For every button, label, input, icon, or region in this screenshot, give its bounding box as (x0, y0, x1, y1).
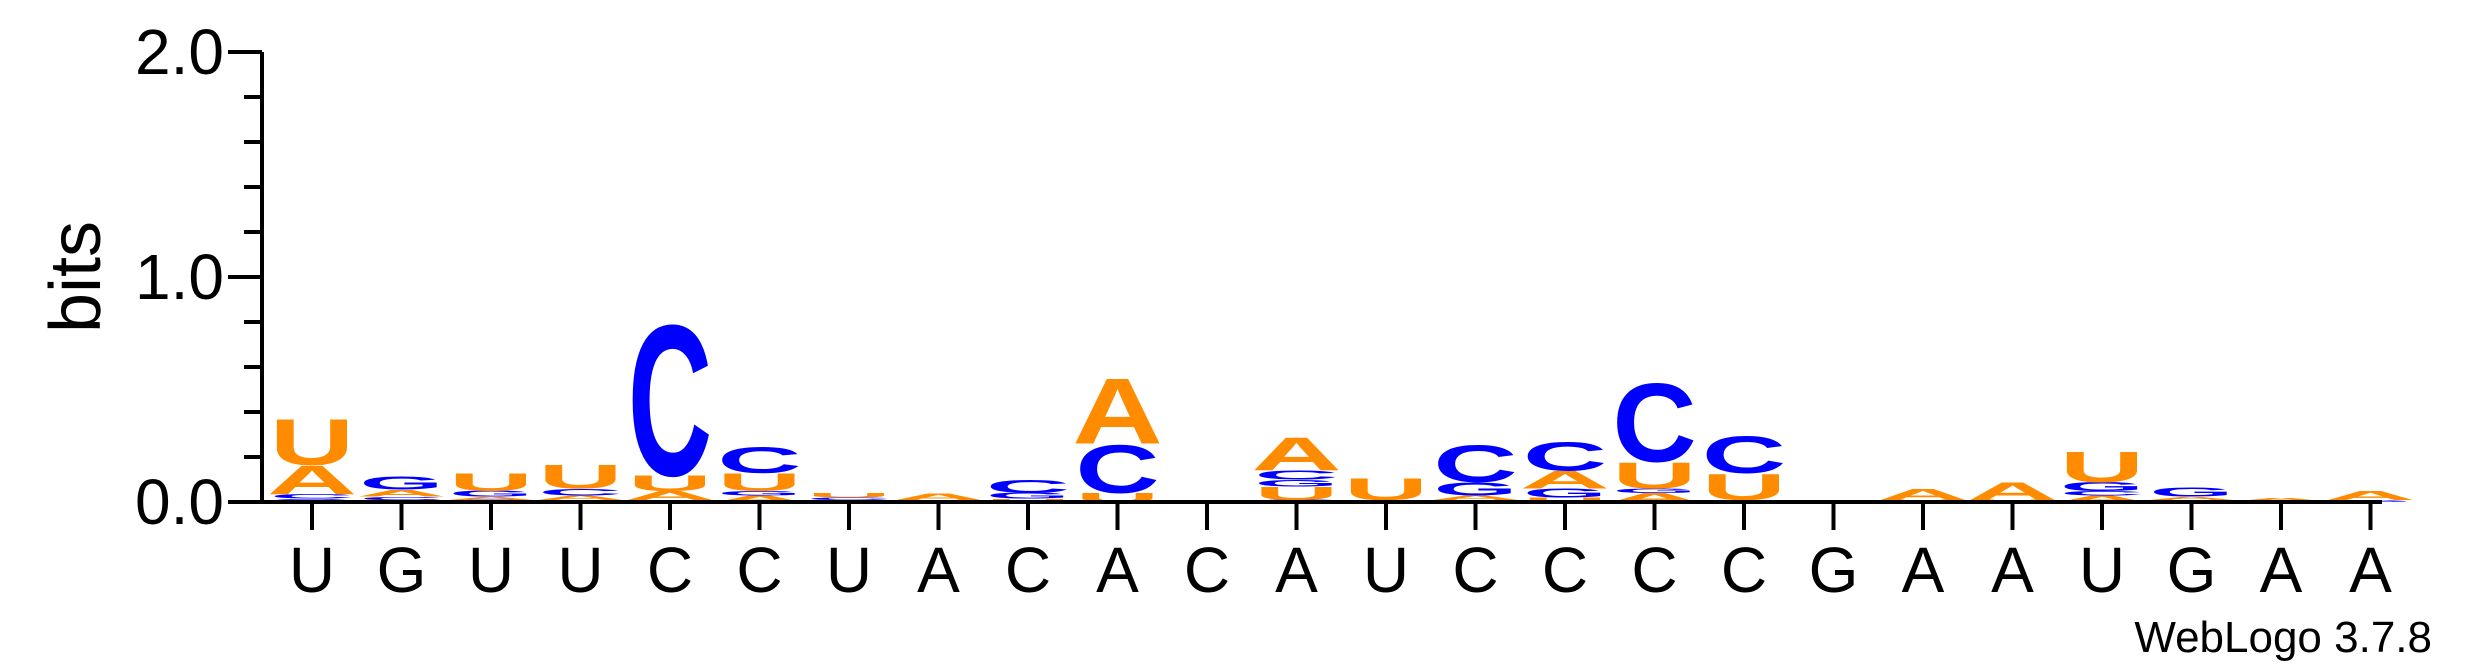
sequence-label: C (1542, 534, 1588, 606)
logo-glyph-c: C (1075, 431, 1159, 508)
sequence-label: A (1991, 534, 2034, 606)
logo-glyph-g: G (2060, 480, 2144, 494)
logo-glyph-c: C (986, 476, 1070, 497)
logo-glyph-u: U (449, 468, 533, 496)
logo-glyph-a: A (2146, 496, 2237, 501)
y-tick-label: 0.0 (135, 466, 224, 538)
sequence-label: U (826, 534, 872, 606)
sequence-label: G (2167, 534, 2217, 606)
logo-glyph-g: G (718, 490, 802, 497)
sequence-label: A (1096, 534, 1139, 606)
logo-glyph-c: C (2060, 490, 2144, 497)
logo-glyph-a: A (2236, 497, 2327, 502)
logo-glyph-c: C (1254, 468, 1338, 482)
logo-glyph-g: G (1523, 486, 1607, 500)
y-tick-label: 2.0 (135, 16, 224, 88)
sequence-label: A (917, 534, 960, 606)
logo-glyph-c: C (1433, 434, 1517, 493)
logo-glyph-a: A (2325, 488, 2416, 502)
sequence-label: C (647, 534, 693, 606)
logo-glyph-g: G (1255, 478, 1339, 488)
logo-glyph-u: U (538, 458, 622, 496)
logo-glyph-c: C (1702, 425, 1786, 484)
logo-glyph-u: U (628, 471, 712, 495)
y-axis-ticks: 0.0 1.0 2.0 (135, 16, 262, 538)
sequence-label: C (736, 534, 782, 606)
weblogo-credit: WebLogo 3.7.8 (2134, 613, 2432, 662)
sequence-label: C (1452, 534, 1498, 606)
logo-glyph-u: U (1254, 483, 1338, 504)
logo-glyph-c: C (628, 280, 712, 521)
logo-glyph-c: C (359, 496, 443, 501)
logo-glyph-a: A (1251, 428, 1342, 480)
logo-glyph-a: A (2057, 494, 2148, 504)
sequence-label: U (1363, 534, 1409, 606)
logo-glyph-c: C (717, 439, 801, 481)
logo-glyph-a: A (535, 494, 626, 501)
y-axis-label: bits (36, 221, 116, 333)
sequence-label: A (1275, 534, 1318, 606)
logo-glyph-g: G (360, 473, 444, 494)
logo-glyph-a: A (893, 491, 984, 501)
sequence-label: C (1721, 534, 1767, 606)
sequence-label: C (1631, 534, 1677, 606)
logo-glyph-u: U (1612, 455, 1696, 497)
logo-glyph-u: U (1523, 496, 1607, 503)
logo-glyph-c: C (1612, 360, 1696, 486)
logo-glyph-c: C (1523, 434, 1607, 480)
sequence-label: U (468, 534, 514, 606)
logo-glyph-g: G (2150, 485, 2234, 499)
logo-glyph-g: G (986, 492, 1070, 501)
y-tick-label: 1.0 (135, 241, 224, 313)
sequence-label: A (2260, 534, 2303, 606)
sequence-label: G (377, 534, 427, 606)
logo-glyph-a: A (625, 488, 716, 502)
logo-glyph-g: G (449, 489, 533, 498)
logo-glyph-u: U (717, 468, 801, 496)
logo-glyph-u: U (270, 406, 354, 479)
logo-glyph-a: A (1520, 466, 1611, 494)
logo-glyph-a: A (714, 494, 805, 504)
logo-glyph-g: G (1613, 487, 1697, 494)
logo-glyph-a: A (267, 458, 358, 503)
logo-glyph-c: C (807, 497, 891, 500)
sequence-label: U (2079, 534, 2125, 606)
sequence-label: A (1902, 534, 1945, 606)
logo-glyph-a: A (446, 496, 537, 501)
logo-glyph-u: U (2060, 442, 2144, 491)
logo-glyph-a: A (1430, 494, 1521, 501)
sequence-label: C (1005, 534, 1051, 606)
sequence-label: U (289, 534, 335, 606)
sequence-label: A (2349, 534, 2392, 606)
sequence-label: U (557, 534, 603, 606)
logo-glyph-c: C (270, 493, 354, 500)
logo-glyph-c: C (538, 487, 622, 498)
logo-glyph-g: G (1434, 479, 1518, 500)
logo-glyph-a: A (1072, 360, 1163, 464)
logo-glyphs: GCAUUCAGCAGUGACUGAUCAGUCACUUAUGCUCACUGCA… (267, 280, 2416, 521)
sequence-label: C (1184, 534, 1230, 606)
logo-glyph-u: U (807, 492, 891, 499)
logo-glyph-a: A (1878, 486, 1969, 503)
logo-glyph-a: A (356, 488, 447, 498)
sequence-label: G (1809, 534, 1859, 606)
